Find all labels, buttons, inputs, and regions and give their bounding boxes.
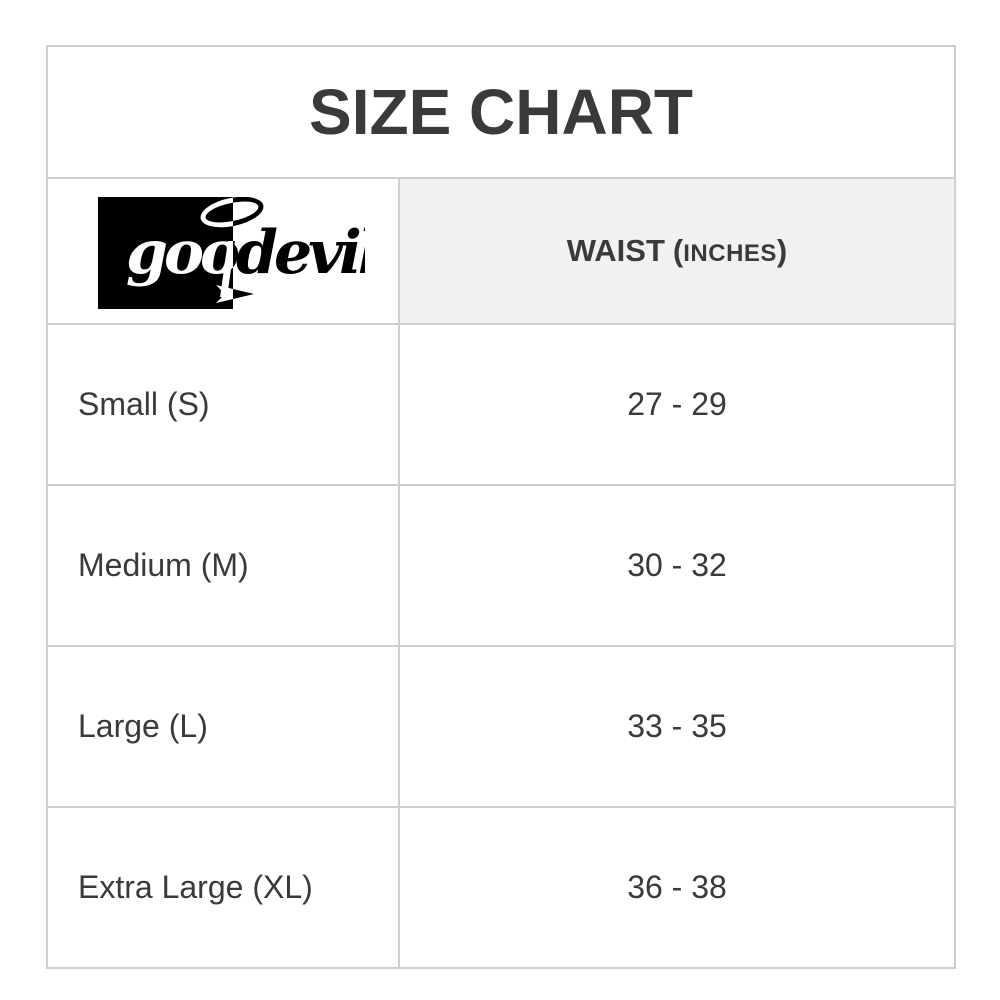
title-row: SIZE CHART (46, 45, 956, 179)
waist-range: 30 - 32 (398, 484, 956, 647)
waist-header-label: WAIST (566, 233, 665, 268)
table-row-large: Large (L) 33 - 35 (46, 645, 956, 808)
waist-range: 27 - 29 (398, 323, 956, 486)
waist-header-open-paren: ( (672, 233, 684, 268)
brand-logo-cell: goodevil goodevil (46, 177, 400, 325)
waist-range: 36 - 38 (398, 806, 956, 969)
devil-tail-arrow-icon (233, 289, 254, 299)
waist-range: 33 - 35 (398, 645, 956, 808)
logo-outside-box-layer: goodevil (233, 197, 365, 309)
table-row-medium: Medium (M) 30 - 32 (46, 484, 956, 647)
devil-tail-arrow-icon (216, 285, 233, 303)
size-label: Small (S) (46, 323, 400, 486)
size-label: Medium (M) (46, 484, 400, 647)
goodevil-wordmark-lockup: goodevil goodevil (98, 193, 365, 309)
table-row-small: Small (S) 27 - 29 (46, 323, 956, 486)
waist-header-close-paren: ) (776, 233, 788, 268)
waist-header-cell: WAIST (INCHES) (398, 177, 956, 325)
brand-logo: goodevil goodevil (48, 179, 398, 323)
logo-black-box (98, 197, 233, 309)
table-row-extra-large: Extra Large (XL) 36 - 38 (46, 806, 956, 969)
size-chart-table: SIZE CHART goodevil (46, 45, 956, 969)
size-label: Extra Large (XL) (46, 806, 400, 969)
brand-wordmark: goodevil (126, 218, 233, 288)
brand-wordmark: goodevil (233, 218, 365, 288)
header-row: goodevil goodevil (46, 177, 956, 325)
logo-inside-box-layer: goodevil (98, 197, 233, 309)
size-chart-page: SIZE CHART goodevil (46, 45, 956, 969)
size-label: Large (L) (46, 645, 400, 808)
page-title: SIZE CHART (46, 45, 956, 179)
waist-header-unit: INCHES (683, 240, 777, 267)
